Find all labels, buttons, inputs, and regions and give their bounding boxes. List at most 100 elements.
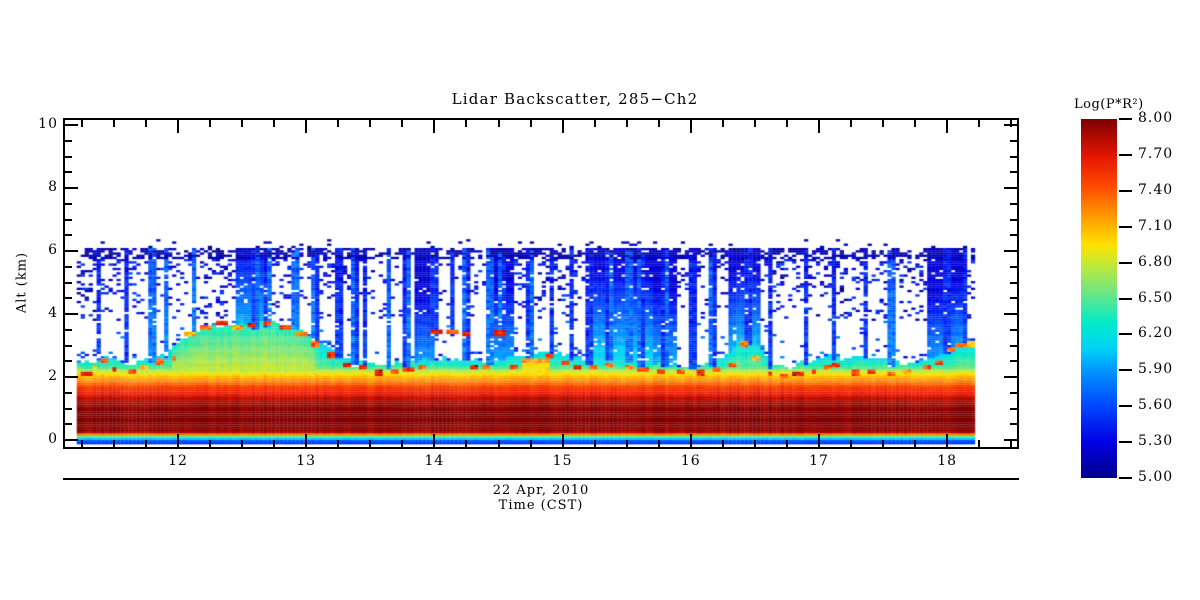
x-minor-tick-top xyxy=(657,120,660,127)
y-minor-tick-right xyxy=(1010,281,1017,284)
colorbar-tick xyxy=(1119,369,1132,372)
colorbar-tick-label: 5.90 xyxy=(1138,361,1174,378)
x-minor-tick-top xyxy=(112,120,115,127)
colorbar-tick-label: 5.60 xyxy=(1138,397,1174,414)
y-tick-label: 6 xyxy=(48,242,58,258)
y-major-tick-right xyxy=(1004,250,1017,252)
x-minor-tick xyxy=(721,440,724,447)
colorbar-tick xyxy=(1119,261,1132,264)
y-tick-label: 2 xyxy=(48,368,58,384)
y-major-tick xyxy=(65,250,78,252)
x-major-tick-top xyxy=(433,120,436,133)
x-major-tick-top xyxy=(177,120,179,133)
colorbar-tick-label: 6.50 xyxy=(1138,289,1174,306)
x-minor-tick-top xyxy=(1010,120,1013,127)
y-minor-tick xyxy=(65,234,72,237)
colorbar-tick-label: 7.10 xyxy=(1138,217,1174,234)
x-minor-tick xyxy=(273,440,276,447)
x-minor-tick-top xyxy=(753,120,756,127)
y-tick-label: 0 xyxy=(48,431,58,447)
x-axis-underline xyxy=(63,478,1019,480)
colorbar-tick-label: 6.20 xyxy=(1138,325,1174,342)
y-minor-tick-right xyxy=(1010,265,1017,268)
y-major-tick xyxy=(65,313,78,315)
x-minor-tick-top xyxy=(369,120,372,127)
x-minor-tick xyxy=(753,440,756,447)
y-major-tick xyxy=(65,376,78,378)
colorbar-tick xyxy=(1119,118,1132,120)
x-minor-tick xyxy=(112,440,115,447)
x-major-tick xyxy=(946,434,949,447)
x-minor-tick-top xyxy=(80,120,83,127)
colorbar-tick-label: 6.80 xyxy=(1138,253,1174,270)
x-minor-tick-top xyxy=(625,120,628,127)
y-minor-tick xyxy=(65,328,72,331)
y-minor-tick-right xyxy=(1010,423,1017,426)
colorbar-tick-label: 7.40 xyxy=(1138,181,1174,198)
x-axis-date-label: 22 Apr, 2010 xyxy=(492,483,590,498)
colorbar-gradient xyxy=(1081,119,1117,478)
y-major-tick xyxy=(65,187,78,189)
y-minor-tick-right xyxy=(1010,171,1017,174)
x-tick-label: 16 xyxy=(680,453,701,469)
y-major-tick xyxy=(65,439,78,441)
x-minor-tick xyxy=(497,440,500,447)
y-major-tick-right xyxy=(1004,124,1017,126)
x-minor-tick xyxy=(882,440,885,447)
y-minor-tick-right xyxy=(1010,391,1017,394)
y-major-tick-right xyxy=(1004,187,1017,189)
x-minor-tick-top xyxy=(497,120,500,127)
x-tick-label: 12 xyxy=(168,453,188,469)
colorbar-tick-label: 8.00 xyxy=(1138,110,1174,126)
x-minor-tick-top xyxy=(337,120,340,127)
y-minor-tick xyxy=(65,218,72,221)
x-minor-tick-top xyxy=(914,120,917,127)
y-minor-tick-right xyxy=(1010,234,1017,237)
x-minor-tick xyxy=(144,440,147,447)
x-major-tick xyxy=(433,434,436,447)
plot-area xyxy=(63,118,1019,449)
x-tick-label: 17 xyxy=(809,453,829,469)
x-minor-tick-top xyxy=(209,120,212,127)
y-minor-tick xyxy=(65,360,72,363)
x-minor-tick xyxy=(80,440,83,447)
x-minor-tick xyxy=(529,440,532,447)
x-minor-tick xyxy=(241,440,244,447)
x-major-tick-top xyxy=(305,120,308,133)
x-minor-tick-top xyxy=(882,120,885,127)
x-major-tick xyxy=(305,434,308,447)
colorbar-tick xyxy=(1119,225,1132,228)
x-minor-tick xyxy=(1010,440,1013,447)
y-minor-tick-right xyxy=(1010,202,1017,205)
y-major-tick-right xyxy=(1004,313,1017,315)
x-minor-tick xyxy=(625,440,628,447)
x-major-tick-top xyxy=(946,120,949,133)
x-minor-tick-top xyxy=(593,120,596,127)
y-minor-tick-right xyxy=(1010,218,1017,221)
x-tick-label: 13 xyxy=(296,453,317,469)
x-minor-tick-top xyxy=(850,120,853,127)
y-minor-tick xyxy=(65,139,72,142)
colorbar-tick-label: 5.30 xyxy=(1138,433,1174,450)
x-minor-tick xyxy=(785,440,788,447)
x-tick-label: 18 xyxy=(937,453,958,469)
colorbar-tick-label: 5.00 xyxy=(1138,469,1174,485)
x-minor-tick-top xyxy=(241,120,244,127)
x-major-tick xyxy=(561,434,564,447)
x-major-tick xyxy=(177,434,179,447)
y-minor-tick-right xyxy=(1010,407,1017,410)
y-axis-title: Alt (km) xyxy=(14,251,30,314)
colorbar-title: Log(P*R²) xyxy=(1074,97,1144,112)
y-major-tick xyxy=(65,124,78,126)
y-tick-label: 4 xyxy=(48,305,58,321)
y-minor-tick xyxy=(65,423,72,426)
x-minor-tick xyxy=(209,440,212,447)
y-minor-tick-right xyxy=(1010,297,1017,300)
x-axis-title: Time (CST) xyxy=(498,498,584,513)
x-major-tick-top xyxy=(689,120,692,133)
x-minor-tick xyxy=(369,440,372,447)
y-minor-tick-right xyxy=(1010,328,1017,331)
y-minor-tick xyxy=(65,281,72,284)
x-major-tick xyxy=(818,434,820,447)
